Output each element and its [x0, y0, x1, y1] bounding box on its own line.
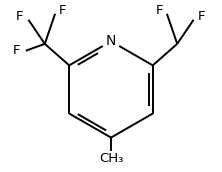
Text: N: N [106, 34, 116, 48]
Text: F: F [13, 44, 20, 57]
Text: F: F [156, 4, 163, 17]
Text: F: F [16, 10, 24, 23]
Text: F: F [59, 4, 67, 17]
Text: F: F [198, 10, 206, 23]
Text: CH₃: CH₃ [99, 152, 123, 165]
